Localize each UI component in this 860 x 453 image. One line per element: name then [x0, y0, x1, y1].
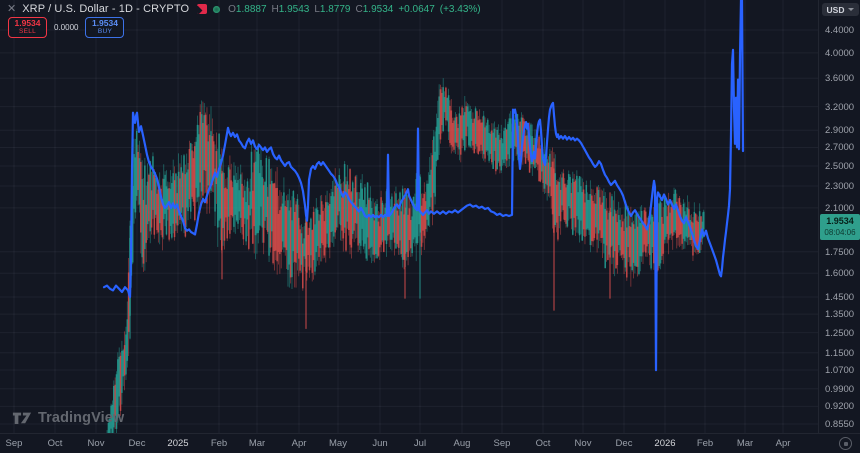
time-axis-month-label: Oct: [535, 438, 551, 449]
chevron-down-icon: [848, 8, 855, 11]
buy-button[interactable]: 1.9534 BUY: [85, 17, 125, 38]
time-axis-month-label: Apr: [775, 438, 791, 449]
time-axis-month-label: Jun: [372, 438, 388, 449]
change-percent: (+3.43%): [439, 3, 481, 15]
close-icon[interactable]: ✕: [7, 2, 17, 15]
sell-button[interactable]: 1.9534 SELL: [8, 17, 47, 38]
time-axis-month-label: Sep: [5, 438, 23, 449]
price-axis-label: 1.1500: [825, 347, 855, 359]
spread-value: 0.0000: [54, 23, 79, 32]
price-axis[interactable]: USD 1.9534 08:04:06 4.4000 4.0000 3.6000 3.…: [818, 0, 860, 433]
time-axis[interactable]: Sep Oct Nov Dec 2025 Feb Mar Apr May Jun Jul Aug Sep…: [0, 433, 860, 453]
high-label: H: [271, 3, 279, 15]
currency-label: USD: [826, 4, 845, 15]
price-axis-label: 4.4000: [825, 25, 855, 36]
currency-selector[interactable]: USD: [822, 3, 859, 16]
price-axis-label: 2.3000: [825, 181, 855, 192]
price-axis-label: 2.9000: [825, 125, 855, 137]
time-axis-month-label: Jul: [413, 438, 427, 449]
last-price-tag: 1.9534 08:04:06: [820, 214, 860, 240]
buy-label: BUY: [97, 28, 113, 36]
close-label: C: [355, 3, 363, 15]
open-label: O: [228, 3, 236, 15]
open-value: 1.8887: [235, 3, 267, 15]
price-axis-label: 1.7500: [825, 246, 855, 258]
last-price-value: 1.9534: [826, 216, 854, 227]
time-axis-month-label: Feb: [696, 438, 714, 449]
symbol-title[interactable]: XRP / U.S. Dollar - 1D - CRYPTO: [22, 3, 190, 15]
time-axis-month-label: Dec: [615, 438, 633, 449]
market-status-icon: [213, 5, 221, 13]
time-axis-month-label: Dec: [128, 438, 146, 449]
sell-label: SELL: [18, 28, 37, 36]
exchange-logo-icon: [197, 4, 208, 14]
time-axis-month-label: Aug: [453, 438, 471, 449]
low-label: L: [314, 3, 320, 15]
price-axis-label: 0.8550: [825, 419, 855, 430]
price-axis-label: 0.9200: [825, 401, 855, 413]
price-axis-label: 2.1000: [825, 202, 855, 214]
price-axis-label: 4.0000: [825, 47, 855, 59]
high-value: 1.9543: [278, 3, 310, 15]
trade-panel: 1.9534 SELL 0.0000 1.9534 BUY: [8, 17, 125, 38]
time-axis-year-label: 2025: [167, 438, 189, 449]
price-axis-label: 1.2500: [825, 327, 855, 339]
ohlc-readout: O1.8887 H1.9543 L1.8779 C1.9534 +0.0647 …: [228, 4, 480, 15]
sell-price: 1.9534: [14, 18, 41, 29]
buy-price: 1.9534: [91, 18, 118, 29]
price-axis-label: 1.3500: [825, 309, 855, 321]
time-axis-month-label: Nov: [574, 438, 592, 449]
time-axis-month-label: Nov: [87, 438, 105, 449]
time-axis-month-label: Mar: [736, 438, 754, 449]
time-axis-month-label: Oct: [47, 438, 63, 449]
time-axis-month-label: Sep: [493, 438, 511, 449]
price-axis-label: 2.5000: [825, 160, 855, 172]
change-value: +0.0647: [398, 3, 435, 15]
time-axis-month-label: Apr: [291, 438, 307, 449]
symbol-legend: ✕ XRP / U.S. Dollar - 1D - CRYPTO O1.888…: [7, 3, 481, 15]
time-axis-month-label: Feb: [210, 438, 228, 449]
time-axis-year-label: 2026: [654, 438, 676, 449]
price-axis-label: 3.2000: [825, 101, 855, 113]
low-value: 1.8779: [319, 3, 351, 15]
price-axis-label: 3.6000: [825, 73, 855, 85]
time-axis-month-label: May: [329, 438, 347, 449]
tradingview-logo-text: TradingView: [38, 410, 125, 426]
price-axis-label: 0.9900: [825, 383, 855, 395]
price-axis-label: 1.6000: [825, 268, 855, 280]
tradingview-logo[interactable]: TradingView: [12, 410, 124, 426]
bar-countdown: 08:04:06: [824, 227, 856, 237]
price-axis-label: 2.7000: [825, 142, 855, 154]
price-axis-label: 1.4500: [825, 291, 855, 303]
axis-settings-icon[interactable]: [839, 437, 852, 450]
time-axis-month-label: Mar: [248, 438, 266, 449]
price-chart-canvas[interactable]: [0, 0, 818, 433]
close-value: 1.9534: [362, 3, 394, 15]
tradingview-logo-icon: [12, 412, 32, 424]
price-axis-label: 1.0700: [825, 365, 855, 377]
